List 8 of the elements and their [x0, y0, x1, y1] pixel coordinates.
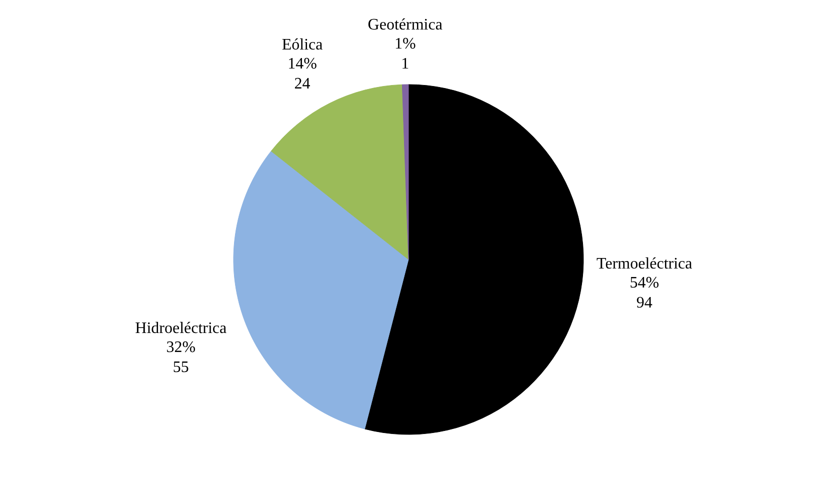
slice-label: Hidroeléctrica [135, 320, 227, 338]
slice-label: Geotérmica [368, 16, 442, 34]
slice-label: Eólica [282, 36, 323, 54]
slice-label: Termoeléctrica [596, 256, 692, 273]
data-label: 14% 24 [288, 56, 317, 93]
data-label: 54% 94 [630, 274, 660, 312]
data-label: 1% 1 [394, 36, 416, 73]
data-label: 32% 55 [166, 339, 196, 376]
